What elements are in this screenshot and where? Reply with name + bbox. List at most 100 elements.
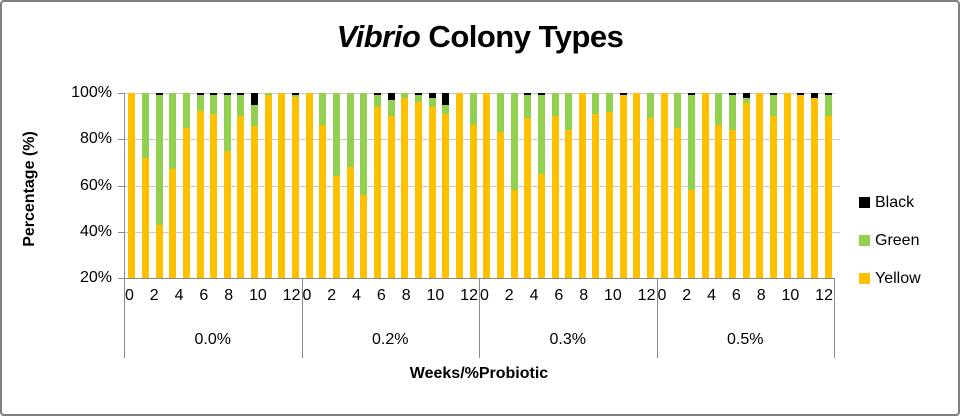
stacked-bar bbox=[510, 93, 518, 278]
stacked-bar bbox=[660, 93, 668, 278]
bar-segment-yellow bbox=[756, 93, 764, 278]
legend-swatch-black bbox=[859, 197, 870, 208]
bar-segment-yellow bbox=[483, 93, 491, 278]
bar-segment-yellow bbox=[510, 190, 518, 278]
week-label-cell: 0 2 4 6 8 10 12 bbox=[479, 287, 657, 305]
stacked-bar bbox=[769, 93, 777, 278]
bar-segment-yellow bbox=[169, 169, 177, 278]
stacked-bar bbox=[674, 93, 682, 278]
x-tick-label: 12 bbox=[637, 287, 656, 304]
stacked-bar bbox=[251, 93, 259, 278]
gridline-end bbox=[834, 186, 840, 187]
bar-segment-green bbox=[319, 93, 327, 125]
bar-segment-black bbox=[414, 93, 422, 95]
stacked-bar bbox=[455, 93, 463, 278]
stacked-bar bbox=[701, 93, 709, 278]
stacked-bar bbox=[810, 93, 818, 278]
x-tick-label: 10 bbox=[603, 287, 622, 304]
x-tick-label: 6 bbox=[199, 287, 209, 304]
bar-segment-black bbox=[537, 93, 545, 95]
bar-segment-yellow bbox=[688, 190, 696, 278]
stacked-bar bbox=[319, 93, 327, 278]
x-tick-label: 8 bbox=[224, 287, 234, 304]
stacked-bar bbox=[442, 93, 450, 278]
group-separator bbox=[479, 278, 480, 358]
gridline bbox=[125, 93, 835, 94]
legend-label: Black bbox=[875, 193, 915, 211]
bar-segment-yellow bbox=[592, 114, 600, 278]
stacked-bar bbox=[483, 93, 491, 278]
bar-segment-yellow bbox=[810, 98, 818, 278]
stacked-bar bbox=[237, 93, 245, 278]
bar-segment-yellow bbox=[414, 102, 422, 278]
bar-segment-green bbox=[414, 95, 422, 102]
bar-segment-yellow bbox=[606, 112, 614, 278]
bar-segment-black bbox=[210, 93, 218, 95]
y-tick-label: 60% bbox=[79, 177, 112, 194]
bar-segment-yellow bbox=[660, 93, 668, 278]
bar-group bbox=[303, 93, 481, 278]
x-tick-label: 10 bbox=[426, 287, 445, 304]
bar-segment-yellow bbox=[237, 116, 245, 278]
bar-segment-yellow bbox=[360, 195, 368, 278]
y-tick-label: 100% bbox=[71, 84, 112, 101]
stacked-bar bbox=[346, 93, 354, 278]
stacked-bar bbox=[278, 93, 286, 278]
bar-segment-black bbox=[742, 93, 750, 98]
bar-segment-green bbox=[346, 93, 354, 167]
bar-segment-green bbox=[360, 93, 368, 195]
x-tick-label: 0 bbox=[657, 287, 667, 304]
gridline bbox=[125, 186, 835, 187]
x-axis-title: Weeks/%Probiotic bbox=[409, 365, 549, 382]
bar-segment-yellow bbox=[797, 95, 805, 278]
stacked-bar bbox=[428, 93, 436, 278]
bar-segment-green bbox=[442, 105, 450, 114]
x-axis-group-labels: 0.0% 0.2% 0.3% 0.5% bbox=[124, 331, 834, 349]
bar-segment-green bbox=[374, 95, 382, 107]
bar-segment-green bbox=[141, 93, 149, 158]
bar-segment-green bbox=[742, 98, 750, 103]
bar-segment-black bbox=[797, 93, 805, 95]
x-tick-label: 12 bbox=[460, 287, 478, 304]
bar-segment-yellow bbox=[524, 118, 532, 278]
bar-segment-green bbox=[769, 95, 777, 116]
x-tick-label: 4 bbox=[707, 287, 716, 304]
bar-segment-black bbox=[688, 93, 696, 95]
stacked-bar bbox=[387, 93, 395, 278]
y-tick-mark bbox=[118, 93, 124, 94]
x-tick-label: 10 bbox=[248, 287, 267, 304]
bar-segment-yellow bbox=[674, 128, 682, 278]
bar-segment-yellow bbox=[401, 98, 409, 278]
bar-segment-green bbox=[715, 93, 723, 125]
group-label: 0.3% bbox=[549, 331, 586, 348]
bar-segment-black bbox=[769, 93, 777, 95]
bar-segment-black bbox=[155, 93, 163, 95]
x-tick-label: 12 bbox=[815, 287, 833, 304]
group-separator bbox=[657, 278, 658, 358]
stacked-bar bbox=[537, 93, 545, 278]
bar-segment-yellow bbox=[537, 174, 545, 278]
x-tick-label: 4 bbox=[174, 287, 184, 304]
x-tick-label: 2 bbox=[682, 287, 692, 304]
legend-label: Green bbox=[875, 231, 920, 249]
stacked-bar bbox=[756, 93, 764, 278]
x-tick-label: 2 bbox=[504, 287, 514, 304]
bar-segment-green bbox=[387, 100, 395, 116]
bar-segment-green bbox=[264, 93, 272, 95]
bar-segment-green bbox=[524, 95, 532, 118]
x-tick-label: 0 bbox=[302, 287, 312, 304]
bar-segment-green bbox=[729, 95, 737, 130]
week-label-cell: 0 2 4 6 8 10 12 bbox=[124, 287, 302, 305]
bar-segment-green bbox=[292, 95, 299, 97]
bar-segment-yellow bbox=[374, 107, 382, 278]
stacked-bar bbox=[223, 93, 231, 278]
gridline bbox=[125, 232, 835, 233]
x-tick-label: 6 bbox=[376, 287, 386, 304]
stacked-bar bbox=[155, 93, 163, 278]
bar-segment-black bbox=[524, 93, 532, 95]
stacked-bar bbox=[797, 93, 805, 278]
bar-segment-yellow bbox=[578, 93, 586, 278]
legend-swatch-green bbox=[859, 235, 870, 246]
y-tick-label: 40% bbox=[79, 223, 112, 240]
bar-segment-yellow bbox=[469, 125, 477, 278]
